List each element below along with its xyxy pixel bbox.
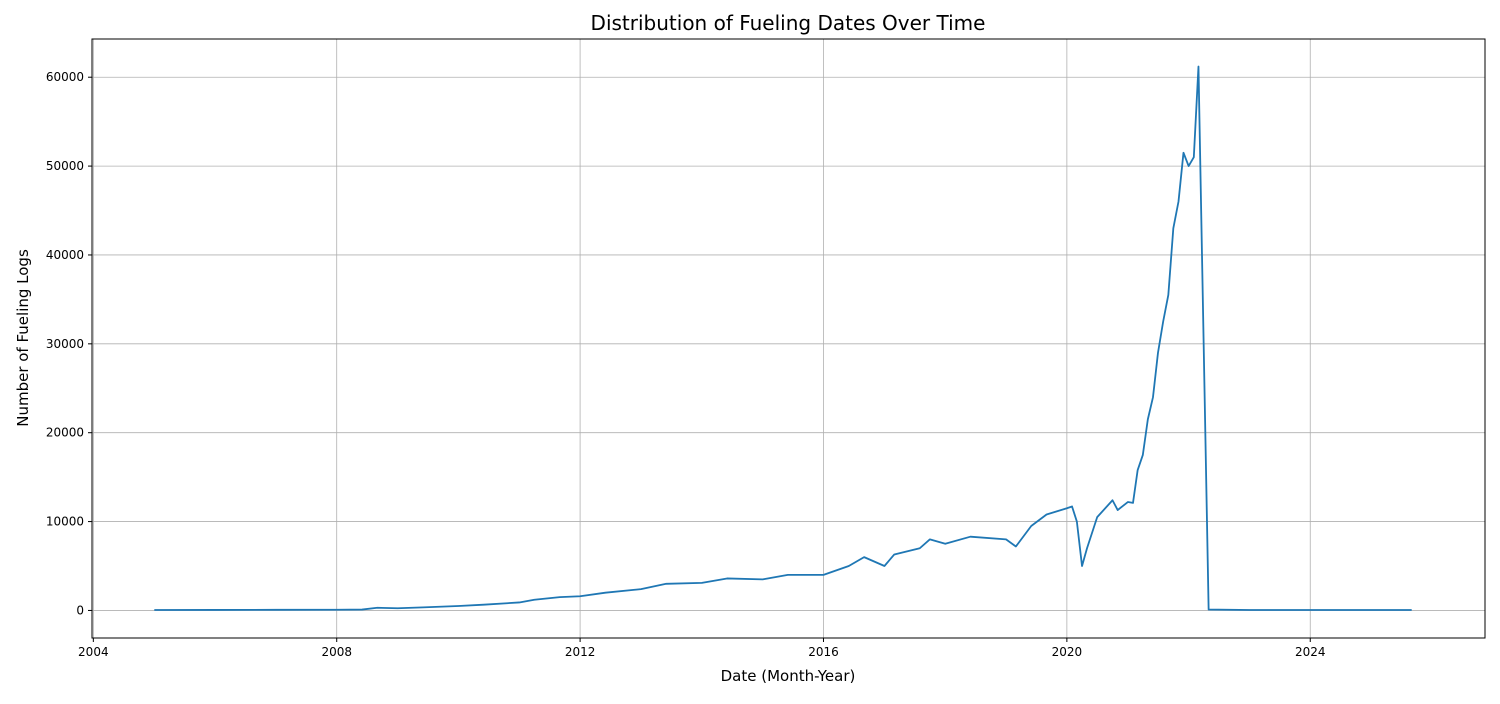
x-tick-label: 2024	[1295, 645, 1326, 659]
y-tick-label: 50000	[46, 159, 84, 173]
plot-area-frame	[91, 38, 1486, 639]
y-tick-label: 40000	[46, 248, 84, 262]
series-line	[154, 65, 1412, 611]
y-tick-label: 0	[76, 603, 84, 617]
x-tick-label: 2012	[565, 645, 596, 659]
y-tick-label: 60000	[46, 70, 84, 84]
y-axis-title: Number of Fueling Logs	[14, 249, 32, 427]
x-axis: 2004 2008 2012 2016 2020 2024	[78, 638, 1326, 659]
chart-title: Distribution of Fueling Dates Over Time	[591, 11, 986, 35]
x-axis-title: Date (Month-Year)	[721, 667, 856, 685]
y-tick-label: 30000	[46, 337, 84, 351]
x-tick-label: 2020	[1052, 645, 1083, 659]
x-tick-label: 2016	[808, 645, 839, 659]
y-tick-label: 10000	[46, 515, 84, 529]
y-axis: 0 10000 20000 30000 40000 50000 60000	[46, 70, 92, 617]
series-layer	[154, 65, 1412, 611]
x-tick-label: 2008	[321, 645, 352, 659]
grid-lines	[92, 39, 1485, 638]
x-tick-label: 2004	[78, 645, 109, 659]
y-tick-label: 20000	[46, 426, 84, 440]
